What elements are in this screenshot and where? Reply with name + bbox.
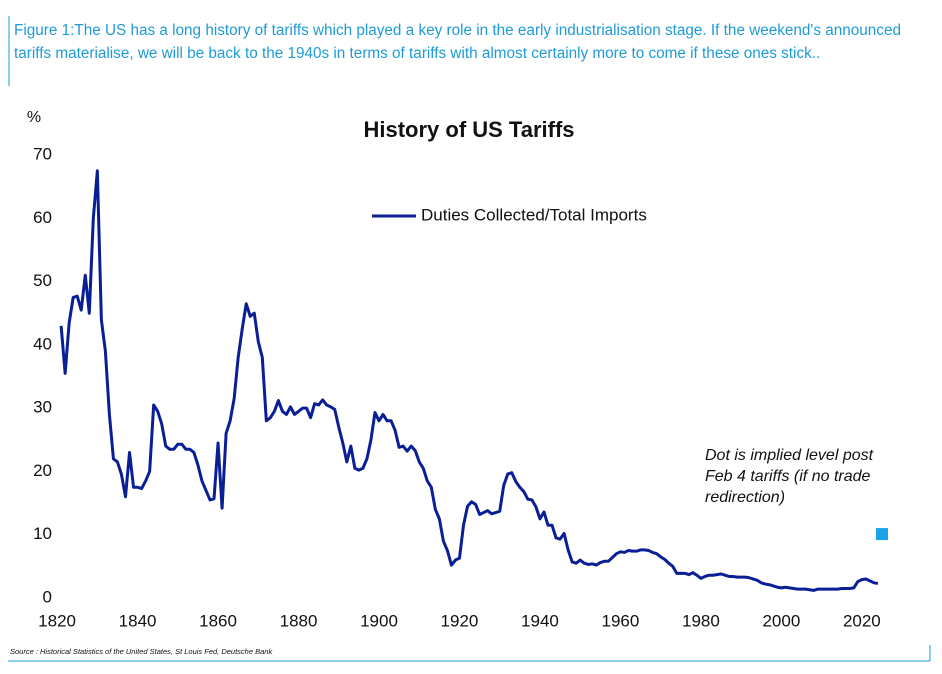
figure-caption: Figure 1:The US has a long history of ta…	[14, 22, 901, 62]
annotation: redirection)	[705, 489, 785, 506]
x-tick-label: 1820	[38, 611, 76, 630]
source: Source : Historical Statistics of the Un…	[10, 647, 273, 656]
x-tick-label: 1980	[682, 611, 720, 630]
x-tick-label: 1880	[280, 611, 318, 630]
x-tick-label: 1860	[199, 611, 237, 630]
annotation: Feb 4 tariffs (if no trade	[705, 468, 871, 485]
y-tick-label: 50	[33, 271, 52, 290]
data-line	[59, 169, 879, 592]
legend-label: Duties Collected/Total Imports	[421, 205, 647, 224]
y-tick-label: 30	[33, 398, 52, 417]
annotation: Dot is implied level post	[705, 447, 874, 464]
x-tick-label: 2000	[762, 611, 800, 630]
y-tick-label: 10	[33, 524, 52, 543]
y-tick-label: 60	[33, 208, 52, 227]
y-tick-label: 20	[33, 461, 52, 480]
chart-title: History of US Tariffs	[363, 117, 574, 142]
x-tick-label: 2020	[843, 611, 881, 630]
x-tick-label: 1840	[119, 611, 157, 630]
x-tick-label: 1960	[602, 611, 640, 630]
implied-level-dot	[875, 528, 888, 541]
y-tick-label: 40	[33, 334, 52, 353]
y-tick-label: 0	[43, 587, 52, 606]
x-tick-label: 1900	[360, 611, 398, 630]
y-tick-label: 70	[33, 144, 52, 163]
x-tick-label: 1920	[441, 611, 479, 630]
y-axis-label: %	[27, 109, 41, 126]
x-tick-label: 1940	[521, 611, 559, 630]
